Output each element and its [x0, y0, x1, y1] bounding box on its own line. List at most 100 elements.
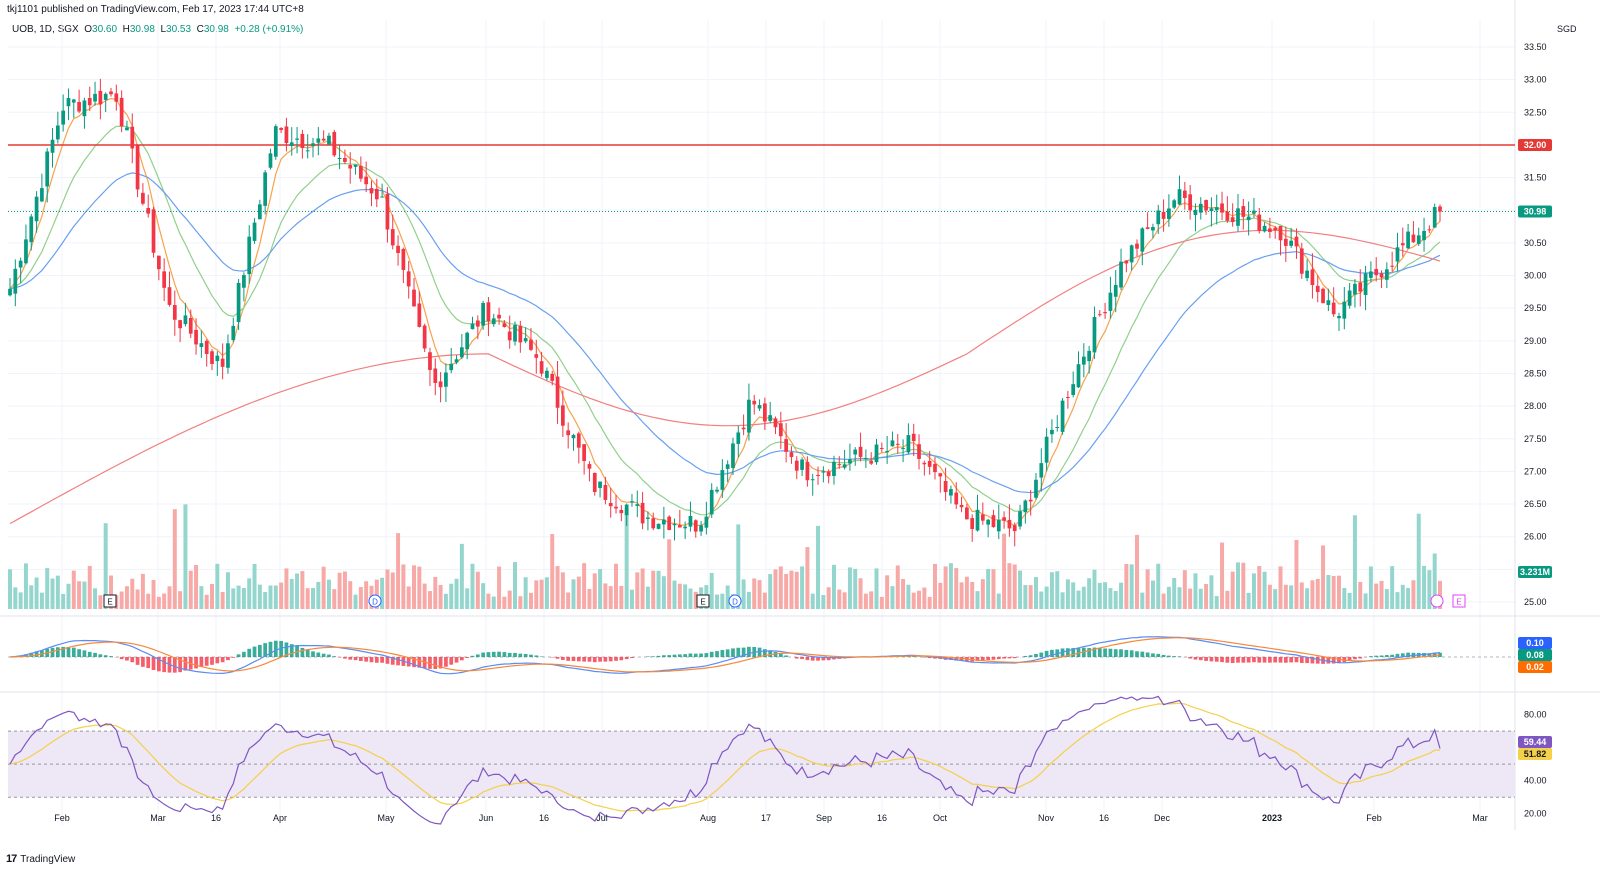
candle-body: [816, 474, 820, 476]
volume-bar: [938, 582, 943, 609]
candle: [901, 439, 905, 463]
candle-body: [77, 101, 81, 112]
macd-histogram-bar: [374, 657, 379, 663]
rsi-axis-label: 80.00: [1524, 710, 1547, 720]
candle: [204, 339, 209, 367]
candle: [130, 113, 135, 164]
candle: [640, 491, 645, 530]
candle-body: [1230, 217, 1235, 222]
candle: [614, 494, 618, 514]
macd-histogram-bar: [630, 657, 634, 658]
candle: [454, 355, 459, 365]
axis-tags: 32.00 30.98 3.231M 0.10 0.08 0.02 59.44 51.82: [1518, 138, 1552, 760]
candle-body: [895, 443, 900, 445]
publish-line: tkj1101 published on TradingView.com, Fe…: [7, 4, 304, 15]
candlesticks[interactable]: [8, 78, 1442, 547]
macd-histogram-bar: [396, 657, 400, 666]
candle-body: [109, 91, 113, 95]
event-marker[interactable]: E: [696, 594, 710, 608]
volume-bar: [23, 563, 28, 609]
candle: [869, 452, 874, 466]
volume-bar: [911, 592, 916, 609]
candle-body: [683, 526, 687, 529]
event-marker[interactable]: D: [728, 594, 742, 608]
candle: [1289, 227, 1294, 248]
candle-body: [959, 504, 964, 508]
high-value: 30.98: [129, 24, 155, 35]
macd-histogram-bar: [459, 657, 464, 661]
candle-body: [1124, 260, 1129, 264]
candle-body: [18, 260, 23, 268]
macd-histogram-bar: [231, 657, 236, 658]
candle: [475, 315, 480, 340]
macd-histogram-bar: [826, 657, 831, 661]
candle-body: [449, 363, 454, 371]
candle-body: [614, 506, 618, 509]
candle-body: [156, 255, 161, 270]
candle-body: [582, 444, 586, 461]
macd-histogram-bar: [1119, 649, 1123, 657]
candle: [1151, 223, 1155, 239]
high-label: H: [122, 24, 130, 35]
histogram-tag-bg: [1518, 661, 1552, 673]
candle: [449, 347, 454, 374]
candle: [1294, 228, 1299, 259]
candle: [348, 152, 353, 184]
macd-histogram-bar: [821, 657, 826, 661]
price-axis[interactable]: 33.5033.0032.5032.0031.5031.0030.5030.00…: [1524, 42, 1547, 819]
volume-bar: [922, 587, 927, 609]
macd-histogram-bar: [816, 657, 820, 661]
event-marker[interactable]: D: [368, 594, 382, 608]
candle: [1363, 265, 1368, 311]
candle-body: [741, 427, 746, 430]
volume-bar: [890, 586, 895, 609]
candle-body: [114, 93, 119, 102]
macd-histogram-bar: [1151, 653, 1155, 657]
signal-tag-bg: [1518, 649, 1552, 661]
candle: [412, 277, 416, 307]
candle-body: [257, 204, 262, 220]
volume-bar: [762, 592, 767, 609]
change-value: +0.28 (+0.91%): [234, 24, 304, 35]
candle-body: [13, 268, 18, 294]
macd-tag: 0.10: [1518, 637, 1552, 649]
volume-tag: 3.231M: [1518, 566, 1552, 578]
event-marker[interactable]: E: [1452, 594, 1466, 608]
volume-bar: [284, 568, 289, 609]
volume-bar: [980, 579, 985, 609]
candle-body: [300, 133, 305, 149]
candle-body: [396, 245, 400, 254]
candle-body: [305, 150, 310, 152]
time-axis[interactable]: Feb Mar 16 Apr May Jun 16 Jul Aug 17 Sep 16 Oct Nov 16…: [54, 813, 1488, 823]
candle: [109, 87, 113, 97]
candle-body: [725, 464, 730, 469]
candle-body: [412, 289, 416, 307]
candle: [1182, 181, 1187, 210]
candle: [34, 191, 39, 233]
dividend-icon: [368, 594, 382, 608]
price-axis-label: 28.00: [1524, 401, 1547, 411]
macd-histogram-bar: [805, 657, 810, 661]
macd-histogram-bar: [327, 654, 331, 657]
volume-bar: [1071, 582, 1076, 609]
candle-body: [1400, 243, 1405, 246]
macd-histogram-bar: [1395, 653, 1400, 657]
time-axis-label: 16: [211, 813, 221, 823]
volume-bar: [449, 583, 454, 609]
candle: [242, 272, 246, 302]
event-marker[interactable]: E: [103, 594, 117, 608]
rsi-tag: 59.44: [1518, 736, 1552, 748]
candle-body: [364, 176, 369, 185]
macd-histogram-bar: [1369, 656, 1373, 657]
volume-bar: [837, 589, 842, 609]
candle: [390, 214, 395, 250]
candle: [736, 425, 741, 458]
flash-icon[interactable]: [1430, 594, 1444, 608]
volume-bar: [1416, 513, 1421, 609]
candle: [1193, 203, 1198, 232]
volume-bar: [300, 571, 305, 609]
macd-histogram-bar: [156, 657, 161, 672]
candle: [624, 503, 629, 527]
